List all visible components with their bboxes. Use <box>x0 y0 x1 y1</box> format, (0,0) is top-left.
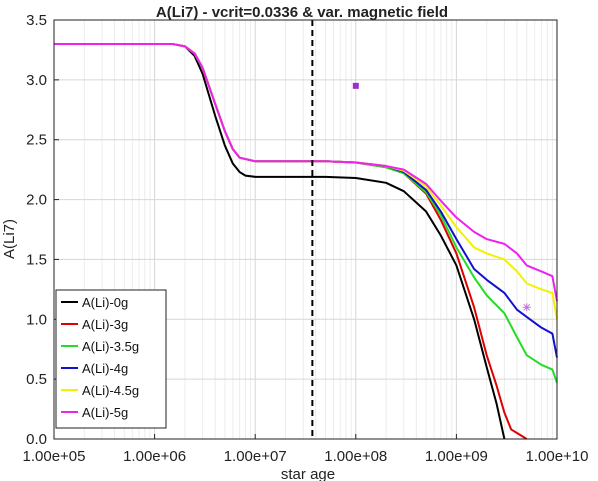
x-tick-label: 1.00e+06 <box>123 448 186 465</box>
y-tick-label: 0.0 <box>26 431 47 448</box>
y-tick-label: 3.0 <box>26 72 47 89</box>
y-tick-label: 2.5 <box>26 132 47 149</box>
plot-frame <box>53 19 558 440</box>
x-tick-label: 1.00e+09 <box>425 448 488 465</box>
y-axis-title: A(Li7) <box>1 219 18 259</box>
legend-label: A(Li)-4.5g <box>82 383 139 398</box>
marker-layer <box>352 82 531 312</box>
x-tick-label: 1.00e+10 <box>526 448 589 465</box>
series-line-1 <box>54 42 506 440</box>
y-tick-label: 1.0 <box>26 311 47 328</box>
y-tick-label: 3.5 <box>26 12 47 29</box>
legend-label: A(Li)-4g <box>82 361 128 376</box>
y-tick-label: 2.0 <box>26 192 47 209</box>
legend-label: A(Li)-3g <box>82 317 128 332</box>
chart-title: A(Li7) - vcrit=0.0336 & var. magnetic fi… <box>156 4 448 21</box>
x-tick-label: 1.00e+05 <box>23 448 86 465</box>
asterisk-stroke <box>523 303 531 311</box>
y-tick-label: 0.5 <box>26 371 47 388</box>
legend-box <box>55 289 167 429</box>
legend-label: A(Li)-5g <box>82 405 128 420</box>
y-tick-label: 1.5 <box>26 251 47 268</box>
x-axis-ticks: 1.00e+05 1.00e+06 1.00e+07 1.00e+08 1.00e+09… <box>23 434 589 465</box>
series-line-6 <box>54 42 558 302</box>
x-axis-title: star age <box>281 466 335 481</box>
asterisk-marker <box>522 303 531 312</box>
x-tick-label: 1.00e+07 <box>224 448 287 465</box>
legend-label: A(Li)-0g <box>82 295 128 310</box>
x-tick-label: 1.00e+08 <box>324 448 387 465</box>
major-grid <box>54 20 557 439</box>
minor-grid <box>83 20 553 439</box>
legend-label: A(Li)-3.5g <box>82 339 139 354</box>
series-layer <box>54 42 558 440</box>
square-marker <box>352 82 359 89</box>
legend: A(Li)-0g A(Li)-3g A(Li)-3.5g A(Li)-4g A(Li)-… <box>55 289 167 429</box>
y-axis-ticks: 0.0 0.5 1.0 1.5 2.0 2.5 3.0 3.5 <box>26 12 59 448</box>
